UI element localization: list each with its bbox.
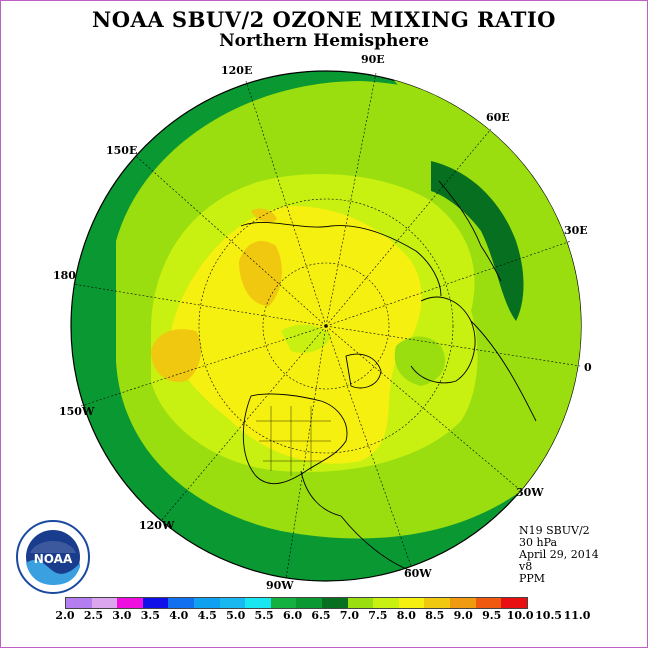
- colorbar-tick-label: 4.0: [169, 609, 189, 622]
- lon-label-60e: 60E: [486, 111, 510, 124]
- colorbar-swatch: [219, 598, 246, 608]
- meridian-120w: [160, 325, 327, 522]
- colorbar-tick-label: 10.5: [535, 609, 562, 622]
- lon-label-120w: 120W: [139, 519, 175, 532]
- map-title: NOAA SBUV/2 OZONE MIXING RATIO: [92, 7, 556, 32]
- colorbar-tick-label: 6.5: [311, 609, 331, 622]
- colorbar-tick-label: 9.5: [482, 609, 502, 622]
- lon-label-180: 180: [53, 269, 76, 282]
- lon-label-0: 0: [584, 361, 592, 374]
- colorbar-swatch: [91, 598, 118, 608]
- colorbar-tick-label: 5.0: [226, 609, 246, 622]
- state-grid: [256, 406, 331, 476]
- lon-label-30e: 30E: [564, 224, 588, 237]
- colorbar-tick-label: 10.0: [506, 609, 534, 622]
- coastline-north-america: [242, 393, 348, 485]
- coastline-europe: [410, 296, 476, 384]
- colorbar-swatch: [193, 598, 220, 608]
- colorbar-tick-label: 9.0: [453, 609, 473, 622]
- noaa-logo-text: NOAA: [34, 552, 73, 566]
- colorbar-tick-label: 3.0: [112, 609, 132, 622]
- colorbar-tick-label: 2.0: [55, 609, 75, 622]
- colorbar-swatch: [117, 598, 143, 608]
- lon-label-90w: 90W: [266, 579, 294, 592]
- meridian-90e: [325, 72, 377, 327]
- colorbar-tick-label: 7.0: [339, 609, 360, 622]
- meridian-0: [325, 325, 581, 367]
- map-subtitle: Northern Hemisphere: [219, 31, 429, 51]
- colorbar-swatch: [424, 598, 450, 608]
- info-version: v8: [519, 560, 533, 573]
- state-boundaries: [256, 406, 331, 476]
- colorbar-swatch: [475, 598, 502, 608]
- info-date: April 29, 2014: [519, 548, 599, 561]
- coastline-central-america: [300, 470, 342, 517]
- coastlines: [240, 180, 537, 572]
- colorbar-tick-label: 4.5: [197, 609, 217, 622]
- colorbar-swatch: [398, 598, 425, 608]
- lon-label-120e: 120E: [221, 64, 252, 77]
- colorbar-swatch: [66, 598, 92, 608]
- contour-7-0-band: [431, 161, 524, 321]
- meridian-90w: [285, 325, 327, 580]
- coastline-africa: [470, 320, 537, 422]
- coastline-greenland: [345, 353, 382, 389]
- info-panel: N19 SBUV/2 30 hPa April 29, 2014 v8 PPM: [519, 525, 599, 585]
- meridian-150e: [135, 155, 327, 327]
- contour-9-0-north: [239, 241, 282, 306]
- info-satellite: N19 SBUV/2: [519, 524, 590, 537]
- colorbar-swatch: [142, 598, 169, 608]
- colorbar-tick-label: 8.0: [396, 609, 416, 622]
- contour-7-5-europe: [394, 336, 445, 386]
- contour-9-0-west: [151, 329, 202, 382]
- lon-label-30w: 30W: [516, 486, 544, 499]
- meridian-60w: [325, 325, 412, 567]
- meridian-30e: [325, 240, 572, 327]
- colorbar-tick-label: 5.5: [254, 609, 274, 622]
- lon-label-60w: 60W: [404, 567, 432, 580]
- colorbar-swatch: [373, 598, 399, 608]
- colorbar-swatch: [449, 598, 476, 608]
- colorbar-tick-label: 7.5: [368, 609, 388, 622]
- colorbar-swatch: [270, 598, 297, 608]
- coastline-south-america: [340, 515, 412, 572]
- meridian-150w: [80, 325, 327, 407]
- colorbar-swatch: [168, 598, 194, 608]
- lon-label-150e: 150E: [106, 144, 137, 157]
- colorbar-tick-label: 2.5: [83, 609, 104, 622]
- colorbar-swatch: [245, 598, 271, 608]
- colorbar-swatch: [501, 598, 527, 608]
- coastline-south-asia: [438, 180, 502, 282]
- contour-8-0-pole: [281, 324, 331, 353]
- meridian-180: [72, 283, 327, 327]
- coastline-asia: [240, 222, 442, 297]
- parallel-70n: [262, 262, 390, 390]
- colorbar-swatch: [296, 598, 322, 608]
- noaa-logo: NOAA: [16, 520, 90, 594]
- graticule: [72, 72, 581, 580]
- colorbar-tick-label: 11.0: [563, 609, 591, 622]
- colorbar-tick-label: 8.5: [425, 609, 445, 622]
- meridian-60e: [325, 128, 492, 327]
- colorbar-swatch: [321, 598, 348, 608]
- parallel-50n: [198, 198, 454, 454]
- lon-label-150w: 150W: [59, 405, 95, 418]
- lon-label-90e: 90E: [361, 53, 385, 66]
- meridian-120e: [245, 80, 327, 327]
- colorbar: [65, 597, 528, 609]
- colorbar-tick-label: 3.5: [140, 609, 160, 622]
- colorbar-tick-label: 6.0: [282, 609, 303, 622]
- info-units: PPM: [519, 572, 546, 585]
- colorbar-swatch: [347, 598, 374, 608]
- info-level: 30 hPa: [519, 536, 558, 549]
- colorbar-ticks: 2.0 2.5 3.0 3.5 4.0 4.5 5.0 5.5 6.0 6.5 7.0 7.5 8.0 8…: [55, 609, 590, 623]
